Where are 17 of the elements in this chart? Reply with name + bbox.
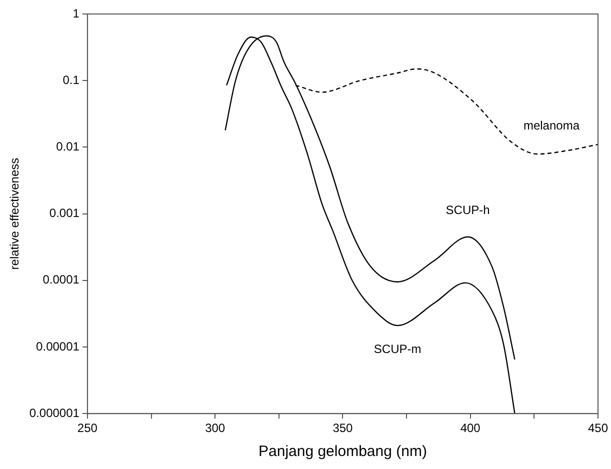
y-tick-label: 0.001	[49, 206, 80, 220]
x-tick-label: 300	[205, 421, 226, 436]
x-tick-label: 250	[77, 421, 98, 436]
series-label: melanoma	[523, 118, 580, 132]
y-tick-label: 1	[72, 6, 80, 20]
x-axis-title: Panjang gelombang (nm)	[258, 443, 427, 460]
series-label: SCUP-m	[374, 342, 422, 356]
y-tick-label: 0.00001	[36, 339, 80, 354]
x-tick-label: 350	[332, 421, 354, 436]
y-tick-label: 0.1	[62, 72, 80, 87]
text: SCUP-h	[446, 203, 490, 218]
y-tick-label: 0.01	[56, 140, 80, 154]
x-tick-label: 450	[588, 421, 608, 436]
y-tick-label: 0.0001	[42, 272, 80, 287]
y-axis-title: relative effectiveness	[8, 158, 22, 270]
y-tick-label: 0.000001	[29, 406, 80, 420]
x-tick-label: 400	[460, 421, 481, 436]
